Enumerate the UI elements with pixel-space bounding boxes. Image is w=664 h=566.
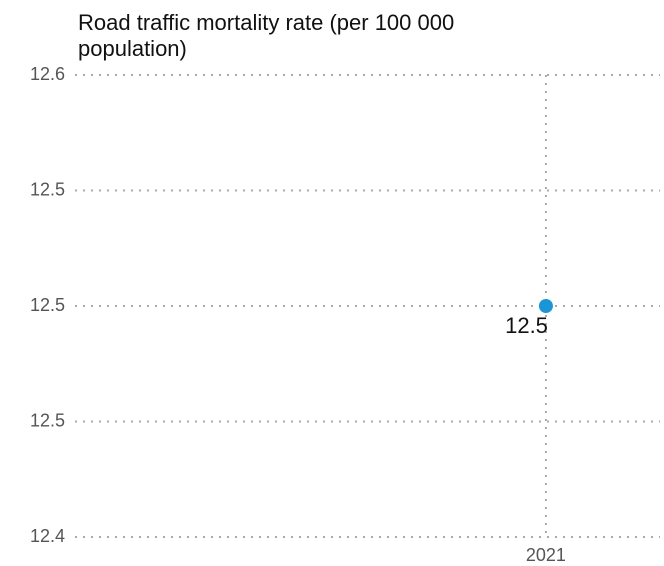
x-tick-label: 2021 <box>526 545 566 565</box>
y-tick-label: 12.5 <box>30 295 65 315</box>
y-tick-label: 12.5 <box>30 410 65 430</box>
chart-title: Road traffic mortality rate (per 100 000… <box>78 10 455 61</box>
y-tick-label: 12.4 <box>30 526 65 546</box>
point <box>538 299 553 313</box>
data-label: 12.5 <box>505 313 548 338</box>
y-tick-label: 12.5 <box>30 179 65 199</box>
y-tick-label: 12.6 <box>30 64 65 84</box>
